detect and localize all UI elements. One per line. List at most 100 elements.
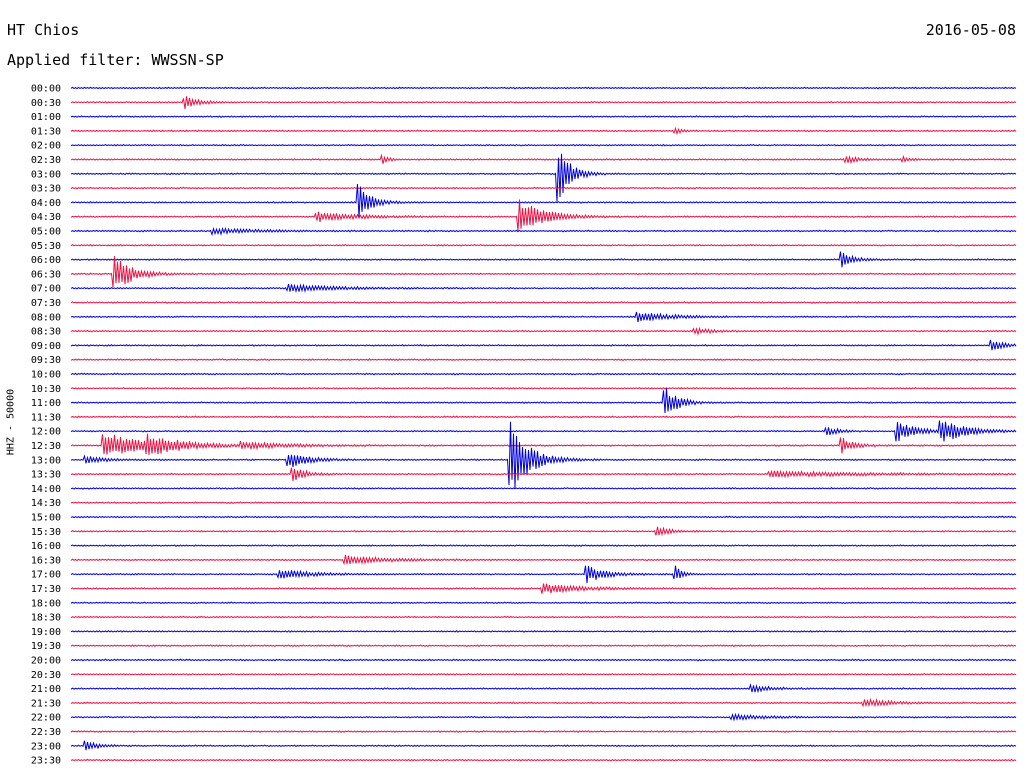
row-label: 10:30	[31, 384, 61, 395]
trace-row	[70, 339, 1017, 351]
trace-row	[70, 644, 1017, 648]
trace-row	[70, 758, 1017, 762]
row-label: 00:30	[31, 98, 61, 109]
trace-row	[70, 126, 1017, 136]
row-label: 04:30	[31, 212, 61, 223]
row-label: 03:30	[31, 184, 61, 195]
trace-row	[70, 96, 1017, 110]
row-label: 01:00	[31, 112, 61, 123]
row-label: 02:30	[31, 155, 61, 166]
row-label: 20:30	[31, 670, 61, 681]
trace-row	[70, 683, 1017, 694]
row-label: 13:30	[31, 470, 61, 481]
row-label: 23:00	[31, 741, 61, 752]
trace-row	[70, 415, 1017, 419]
trace-row	[70, 730, 1017, 733]
station-name: HT Chios	[7, 21, 80, 39]
row-label: 14:30	[31, 498, 61, 509]
trace-row	[70, 226, 1017, 237]
trace-row	[70, 86, 1017, 90]
row-label: 20:00	[31, 656, 61, 667]
row-label: 13:00	[31, 455, 61, 466]
trace-row	[70, 386, 1017, 390]
row-label: 08:30	[31, 327, 61, 338]
trace-row	[70, 186, 1017, 190]
row-label: 16:30	[31, 555, 61, 566]
trace-row	[70, 658, 1017, 662]
trace-row	[70, 326, 1017, 336]
trace-row	[70, 526, 1017, 537]
trace-row	[70, 554, 1017, 566]
seismic-traces	[70, 86, 1017, 762]
row-label: 16:00	[31, 541, 61, 552]
trace-row	[70, 183, 1017, 219]
row-label: 01:30	[31, 126, 61, 137]
trace-row	[70, 583, 1017, 594]
row-label: 17:00	[31, 570, 61, 581]
row-label: 05:00	[31, 227, 61, 238]
row-label: 05:30	[31, 241, 61, 252]
trace-row	[70, 433, 1017, 455]
trace-row	[70, 115, 1017, 119]
trace-row	[70, 544, 1017, 547]
row-label: 00:00	[31, 84, 61, 95]
channel-label: HHZ - 50000	[5, 388, 17, 456]
trace-row	[70, 388, 1017, 414]
row-label: 15:00	[31, 513, 61, 524]
trace-row	[70, 251, 1017, 268]
trace-row	[70, 672, 1017, 676]
row-label: 17:30	[31, 584, 61, 595]
row-labels: 00:00 00:30 01:00 01:30 02:00 02:30 03:00 03:30…	[31, 84, 61, 767]
row-label: 12:30	[31, 441, 61, 452]
row-label: 07:30	[31, 298, 61, 309]
row-label: 18:00	[31, 598, 61, 609]
row-label: 11:30	[31, 412, 61, 423]
row-label: 19:30	[31, 641, 61, 652]
trace-row	[70, 740, 1017, 751]
trace-row	[70, 301, 1017, 304]
trace-row	[70, 615, 1017, 619]
row-label: 07:00	[31, 284, 61, 295]
row-label: 12:00	[31, 427, 61, 438]
row-label: 22:00	[31, 713, 61, 724]
row-label: 14:00	[31, 484, 61, 495]
trace-row	[70, 629, 1017, 633]
row-label: 09:00	[31, 341, 61, 352]
row-label: 08:00	[31, 312, 61, 323]
row-label: 21:30	[31, 698, 61, 709]
trace-row	[70, 601, 1017, 605]
trace-row	[70, 697, 1017, 708]
trace-row	[70, 153, 1017, 202]
row-label: 18:30	[31, 613, 61, 624]
row-label: 04:00	[31, 198, 61, 209]
trace-row	[70, 421, 1017, 489]
trace-row	[70, 565, 1017, 584]
trace-row	[70, 143, 1017, 147]
row-label: 19:00	[31, 627, 61, 638]
trace-row	[70, 199, 1017, 231]
trace-row	[70, 283, 1017, 294]
trace-row	[70, 486, 1017, 490]
trace-row	[70, 243, 1017, 247]
trace-row	[70, 153, 1017, 165]
row-label: 15:30	[31, 527, 61, 538]
row-label: 06:00	[31, 255, 61, 266]
filter-label: Applied filter: WWSSN-SP	[7, 51, 224, 69]
trace-row	[70, 467, 1017, 482]
trace-row	[70, 501, 1017, 505]
row-label: 22:30	[31, 727, 61, 738]
row-label: 02:00	[31, 141, 61, 152]
trace-row	[70, 311, 1017, 323]
trace-row	[70, 515, 1017, 519]
record-date: 2016-05-08	[925, 21, 1016, 39]
row-label: 06:30	[31, 269, 61, 280]
row-label: 21:00	[31, 684, 61, 695]
trace-row	[70, 372, 1017, 376]
trace-row	[70, 358, 1017, 362]
trace-row	[70, 256, 1017, 288]
row-label: 03:00	[31, 169, 61, 180]
row-label: 09:30	[31, 355, 61, 366]
row-label: 23:30	[31, 756, 61, 767]
row-label: 10:00	[31, 370, 61, 381]
